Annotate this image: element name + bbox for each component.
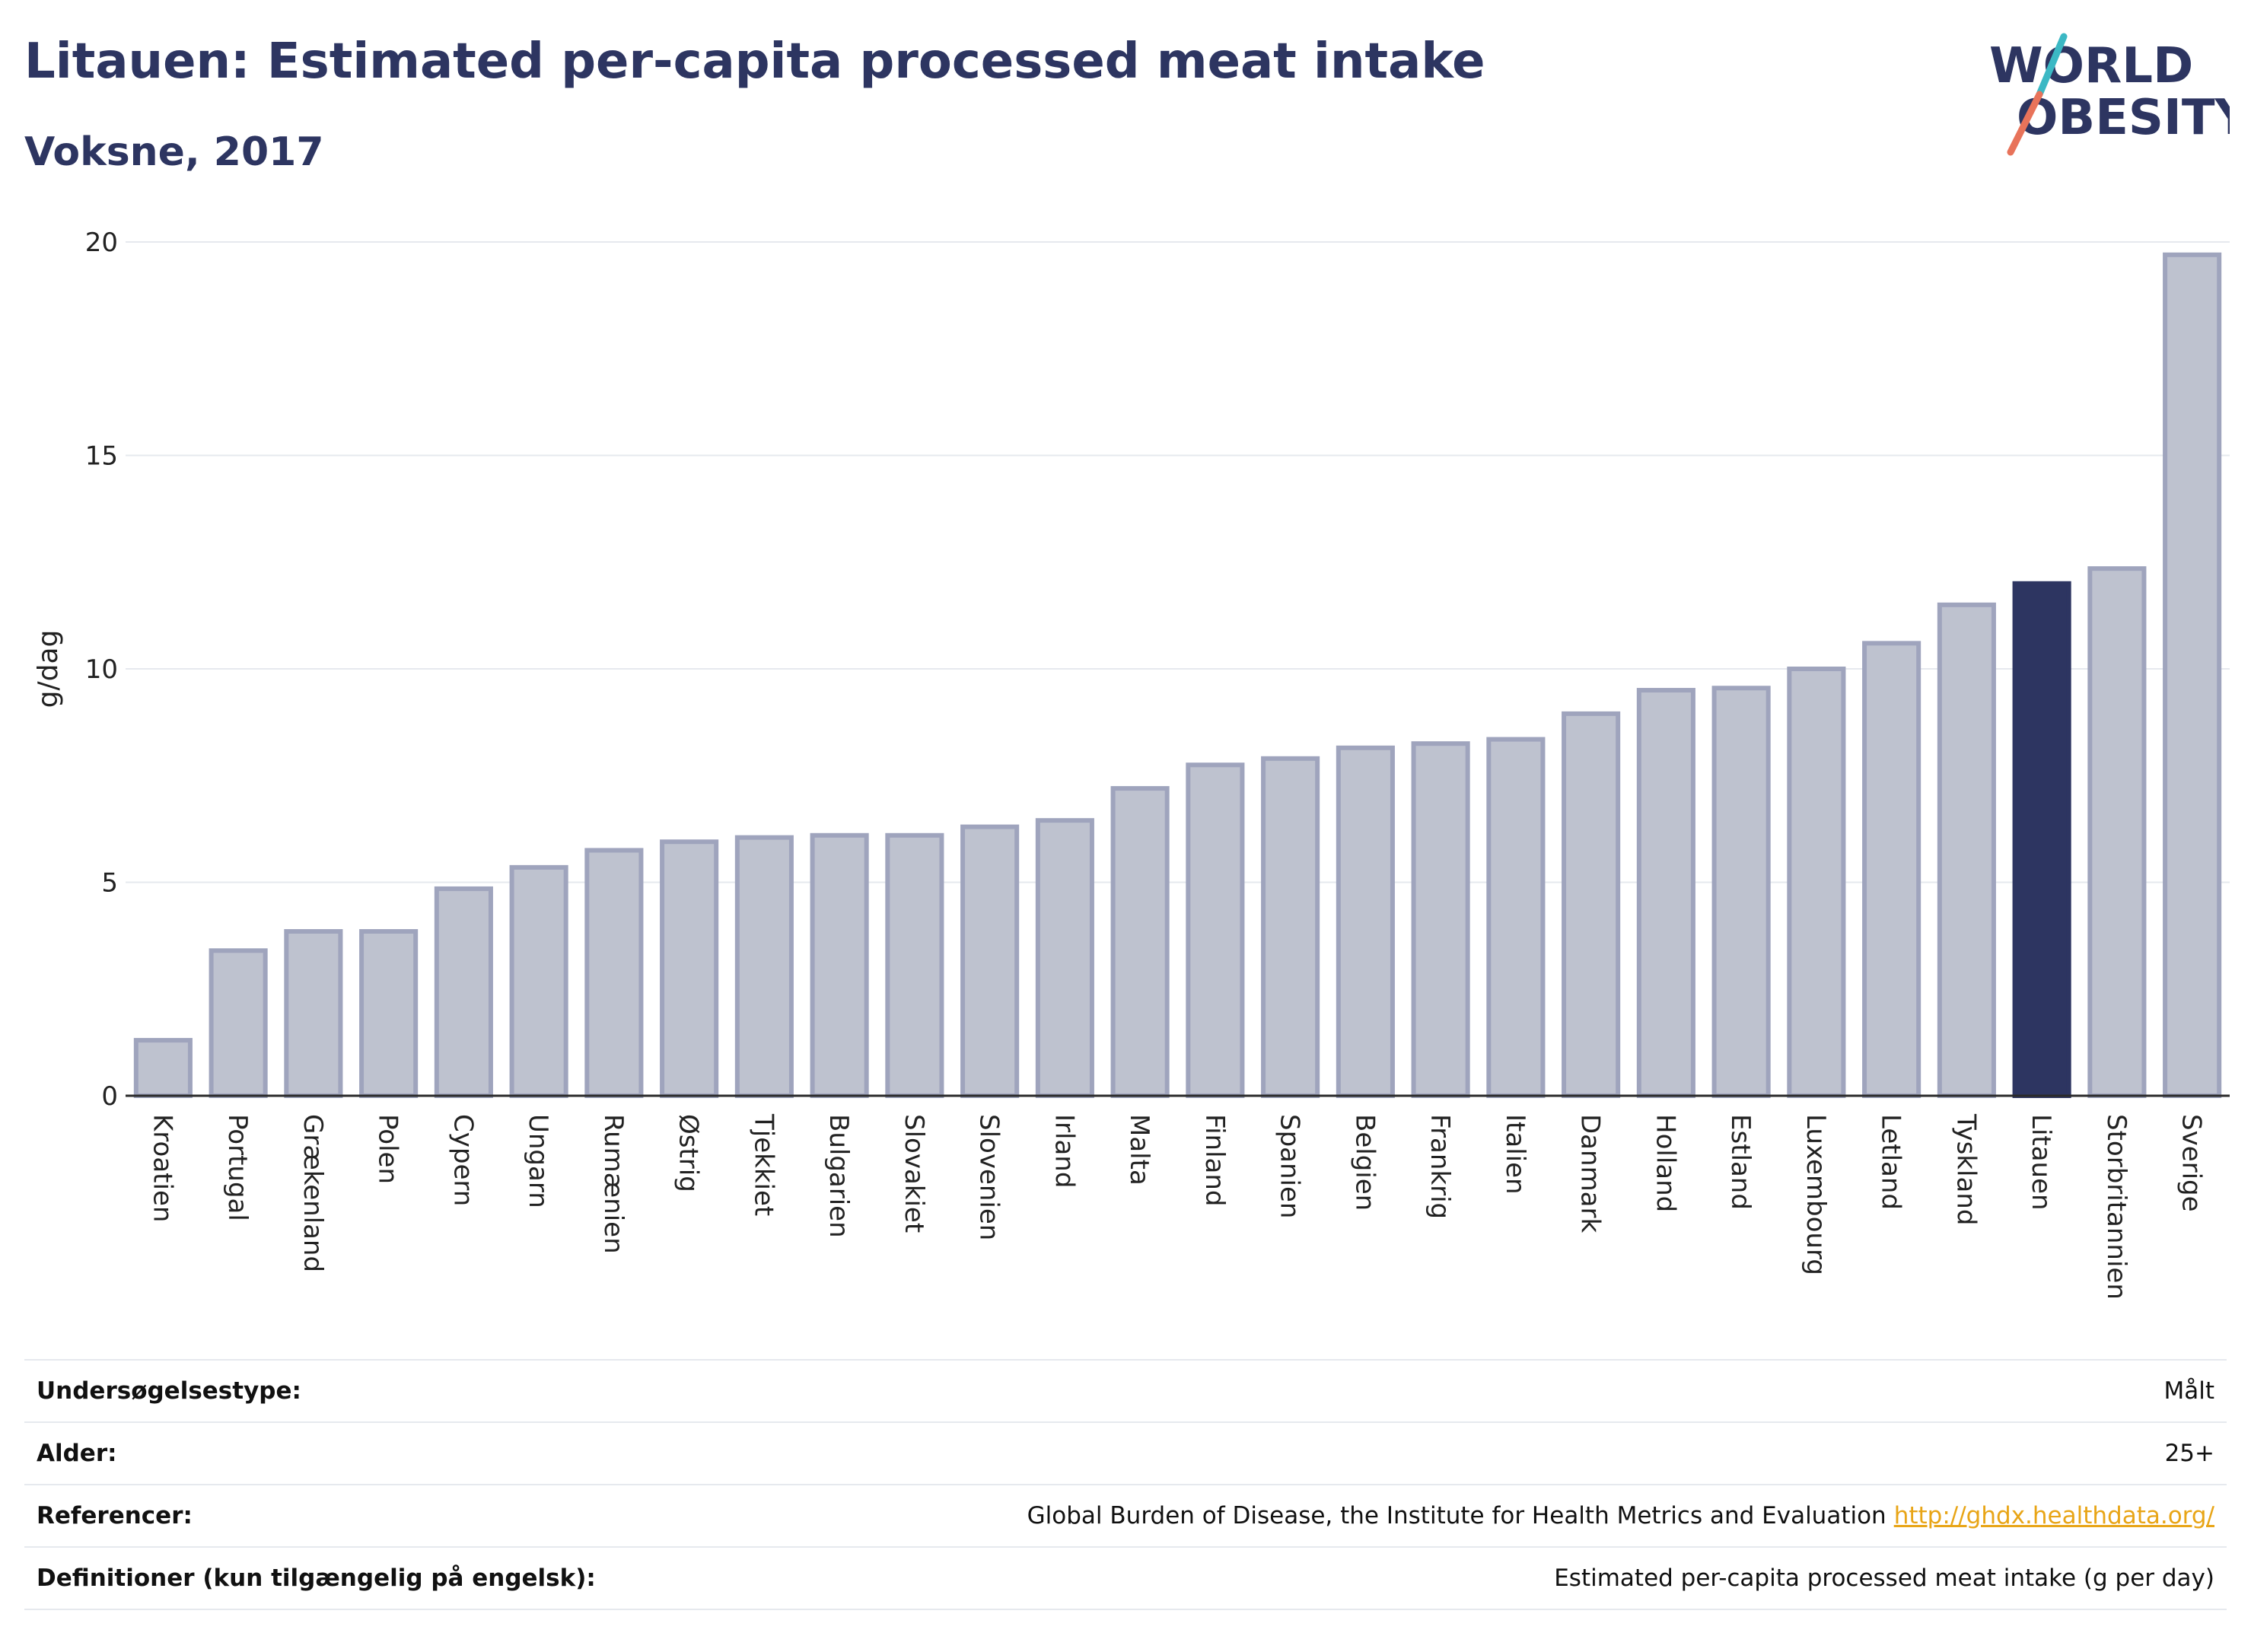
bar-malta[interactable] — [1110, 786, 1170, 1099]
x-tick-label: Litauen — [2026, 1114, 2056, 1211]
info-value: 25+ — [2164, 1440, 2214, 1467]
x-tick-label: Grækenland — [298, 1114, 328, 1272]
logo-slash-bottom — [2007, 91, 2043, 156]
logo-slash-top — [2036, 33, 2068, 98]
bars — [133, 252, 2222, 1099]
info-row-definitions: Definitioner (kun tilgængelig på engelsk… — [24, 1547, 2227, 1609]
x-tick-label: Østrig — [673, 1114, 704, 1192]
info-key: Definitioner (kun tilgængelig på engelsk… — [37, 1564, 596, 1592]
bar-luxembourg[interactable] — [1787, 667, 1846, 1098]
x-tick-label: Letland — [1876, 1114, 1906, 1210]
bar-holland[interactable] — [1636, 688, 1695, 1098]
x-tick-label: Danmark — [1575, 1114, 1606, 1233]
bar-italien[interactable] — [1486, 737, 1546, 1098]
info-row-age: Alder: 25+ — [24, 1422, 2227, 1485]
x-tick-label: Finland — [1199, 1114, 1230, 1207]
bar-belgien[interactable] — [1336, 745, 1395, 1098]
info-key: Undersøgelsestype: — [37, 1377, 301, 1405]
reference-link[interactable]: http://ghdx.healthdata.org/ — [1893, 1502, 2214, 1529]
bar-slovenien[interactable] — [960, 824, 1020, 1098]
x-tick-label: Malta — [1124, 1114, 1154, 1186]
x-tick-label: Belgien — [1349, 1114, 1380, 1211]
chart-title: Litauen: Estimated per-capita processed … — [24, 33, 1485, 90]
bar-spanien[interactable] — [1261, 756, 1320, 1098]
info-value-references: Global Burden of Disease, the Institute … — [735, 1485, 2227, 1547]
info-key: Referencer: — [37, 1502, 193, 1529]
x-tick-label: Tjekkiet — [748, 1113, 778, 1216]
bar-rumænien[interactable] — [584, 848, 644, 1098]
x-tick-label: Luxembourg — [1800, 1114, 1831, 1275]
bar-grækenland[interactable] — [284, 929, 343, 1099]
info-row-survey-type: Undersøgelsestype: Målt — [24, 1360, 2227, 1422]
x-tick-label: Estland — [1725, 1114, 1756, 1210]
bar-danmark[interactable] — [1562, 711, 1621, 1099]
world-obesity-logo: WORLD OBESITY — [1989, 33, 2230, 156]
y-tick-label: 20 — [85, 228, 118, 258]
bar-litauen[interactable] — [2012, 581, 2071, 1098]
bar-kroatien[interactable] — [133, 1038, 193, 1098]
x-tick-label: Slovenien — [974, 1114, 1005, 1240]
bar-sverige[interactable] — [2163, 252, 2222, 1099]
bar-storbritannien[interactable] — [2087, 566, 2147, 1099]
bar-tyskland[interactable] — [1937, 602, 1996, 1098]
x-tick-label: Italien — [1500, 1114, 1530, 1195]
y-axis-ticks: 0 5 10 15 20 — [85, 228, 118, 1112]
info-value: Estimated per-capita processed meat inta… — [1554, 1564, 2214, 1592]
x-tick-label: Polen — [373, 1114, 403, 1184]
x-tick-label: Slovakiet — [899, 1114, 929, 1233]
y-tick-label: 5 — [101, 868, 118, 899]
y-axis-title: g/dag — [33, 630, 64, 708]
info-row-references: Referencer: Global Burden of Disease, th… — [24, 1485, 2227, 1547]
logo-line-2: OBESITY — [2017, 90, 2230, 146]
x-tick-label: Bulgarien — [823, 1114, 854, 1238]
bar-cypern[interactable] — [434, 886, 493, 1098]
bar-irland[interactable] — [1035, 818, 1094, 1099]
bar-ungarn[interactable] — [509, 864, 568, 1098]
x-tick-label: Rumænien — [598, 1114, 629, 1254]
reference-text: Global Burden of Disease, the Institute … — [1027, 1502, 1886, 1529]
info-table: Undersøgelsestype: Målt Alder: 25+ Refer… — [24, 1359, 2227, 1610]
y-tick-label: 10 — [85, 654, 118, 685]
info-value: Målt — [2163, 1377, 2214, 1405]
bar-finland[interactable] — [1186, 762, 1245, 1098]
y-tick-label: 15 — [85, 441, 118, 472]
chart-subtitle: Voksne, 2017 — [24, 129, 324, 175]
x-tick-label: Ungarn — [523, 1114, 553, 1208]
bar-letland[interactable] — [1862, 641, 1921, 1098]
bar-bulgarien[interactable] — [810, 832, 869, 1098]
x-axis-category-labels: Kroatien Portugal Grækenland Polen Cypern Ung… — [147, 1113, 2206, 1300]
bar-tjekkiet[interactable] — [734, 835, 794, 1098]
x-tick-label: Frankrig — [1425, 1114, 1455, 1219]
x-tick-label: Portugal — [222, 1114, 253, 1221]
logo-line-1: WORLD — [1989, 38, 2193, 94]
bar-estland[interactable] — [1711, 686, 1771, 1098]
bar-portugal[interactable] — [209, 948, 268, 1099]
x-tick-label: Cypern — [447, 1114, 478, 1206]
x-tick-label: Irland — [1049, 1114, 1079, 1188]
bar-østrig[interactable] — [660, 839, 719, 1099]
x-tick-label: Sverige — [2176, 1114, 2207, 1212]
info-key: Alder: — [37, 1440, 117, 1467]
x-tick-label: Spanien — [1275, 1114, 1305, 1218]
x-tick-label: Holland — [1650, 1114, 1680, 1212]
bar-polen[interactable] — [359, 929, 419, 1099]
y-tick-label: 0 — [101, 1081, 118, 1112]
x-tick-label: Tyskland — [1950, 1113, 1981, 1225]
bar-chart: 0 5 10 15 20 Kroatien Portugal Grækenland Polen… — [33, 228, 2230, 1300]
bar-frankrig[interactable] — [1411, 741, 1470, 1098]
x-tick-label: Storbritannien — [2101, 1114, 2132, 1300]
bar-slovakiet[interactable] — [885, 832, 944, 1098]
x-tick-label: Kroatien — [147, 1114, 177, 1222]
